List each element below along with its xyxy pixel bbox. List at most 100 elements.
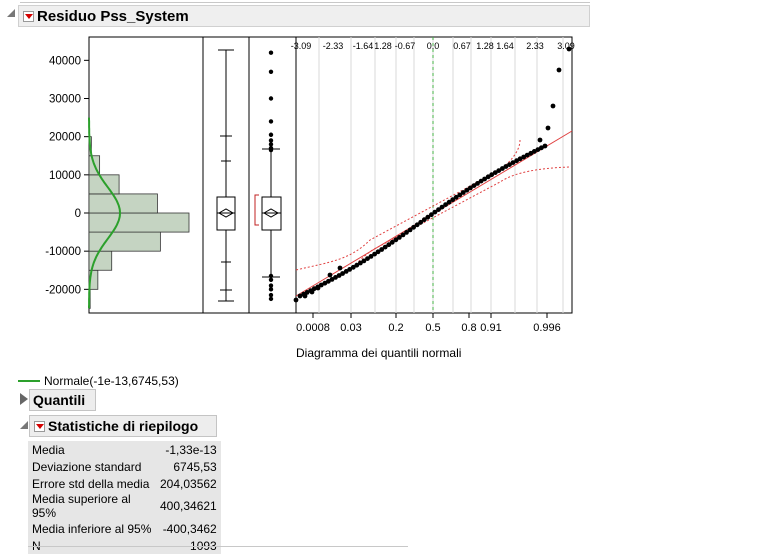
qq-point: [566, 46, 572, 52]
section-header-quantili[interactable]: Quantili: [29, 389, 96, 411]
qq-point: [361, 258, 367, 264]
histogram-bar: [88, 212, 190, 233]
histogram-bar: [88, 193, 158, 214]
qq-point: [429, 212, 434, 218]
outlier-point: [268, 273, 274, 279]
section-title: Residuo Pss_System: [37, 7, 189, 25]
qq-point: [411, 224, 416, 230]
outlier-point: [268, 96, 274, 101]
qq-top-tick-label: -0.67: [395, 41, 416, 51]
section-header-statistiche[interactable]: Statistiche di riepilogo: [29, 415, 217, 437]
qq-point: [407, 227, 413, 233]
qq-point: [460, 190, 466, 195]
qq-point: [528, 150, 534, 156]
qq-point: [404, 230, 409, 235]
bottom-border: [28, 546, 408, 547]
qq-point: [379, 247, 385, 252]
qq-point: [318, 282, 324, 288]
qq-point: [436, 207, 441, 213]
qq-point: [496, 168, 502, 174]
top-border: [20, 2, 590, 3]
qq-point: [329, 277, 335, 282]
qq-point: [372, 251, 377, 257]
stats-value: 6745,53: [156, 458, 221, 475]
stats-label: Media: [28, 441, 156, 458]
qq-point: [386, 242, 392, 248]
qq-point: [464, 187, 470, 193]
stats-row: Media inferiore al 95% -400,3462: [28, 520, 221, 537]
outlier-point: [268, 138, 274, 143]
stats-value: 400,34621: [156, 492, 221, 520]
qq-point: [485, 174, 491, 180]
qq-point: [450, 197, 456, 203]
qq-plot-frame: [295, 36, 573, 314]
qq-top-tick-label: 0.67: [453, 41, 471, 51]
qq-point: [368, 254, 374, 259]
y-tick-label: -10000: [45, 246, 81, 258]
qq-bottom-tick-label: 0.5: [425, 322, 440, 334]
qq-point: [446, 199, 452, 205]
collapse-triangle-icon[interactable]: [7, 9, 15, 17]
qq-point: [556, 67, 562, 73]
quantili-title: Quantili: [33, 392, 86, 408]
summary-statistics-table: Media -1,33e-13 Deviazione standard 6745,53…: [28, 441, 221, 554]
red-triangle-menu-icon[interactable]: [23, 10, 34, 22]
qq-bottom-ticks: 0.0008 0.03 0.2 0.5 0.8 0.91 0.996: [296, 313, 561, 334]
stats-value: -400,3462: [156, 520, 221, 537]
qq-top-tick-label: 0.0: [427, 41, 440, 51]
qq-point: [517, 156, 523, 162]
qq-point: [343, 269, 349, 274]
normal-fit-curve: [88, 117, 122, 309]
qq-top-tick-label: 1.64: [496, 41, 514, 51]
red-triangle-menu-icon[interactable]: [34, 420, 45, 432]
qq-top-ticks: -3.09 -2.33 -1.64 1.28 -0.67 0.0 0.67 1.28 1.64 2…: [291, 41, 575, 51]
y-tick-label: 20000: [49, 132, 81, 144]
legend-normal-label: Normale(-1e-13,6745,53): [44, 374, 179, 388]
stats-value: 204,03562: [156, 475, 221, 492]
qq-point: [439, 204, 445, 210]
qq-point: [457, 192, 463, 198]
y-axis: 40000 30000 20000 10000 0 -10000 -20000: [45, 55, 89, 296]
qq-point: [333, 275, 338, 280]
stats-value: -1,33e-13: [156, 441, 221, 458]
qq-point: [336, 273, 342, 278]
qq-point: [542, 143, 548, 149]
qq-top-tick-label: 1.28: [374, 41, 392, 51]
outlier-point: [268, 283, 274, 288]
qq-point: [393, 237, 399, 243]
qq-point: [539, 145, 544, 151]
qq-point: [453, 194, 459, 200]
qq-point: [443, 202, 448, 208]
collapse-triangle-icon[interactable]: [20, 421, 28, 429]
outlier-point: [268, 292, 274, 298]
y-tick-label: -20000: [45, 284, 81, 296]
qq-point: [503, 164, 509, 169]
qq-point: [537, 137, 543, 143]
qq-point: [475, 181, 480, 186]
qq-confidence-upper: [295, 139, 521, 271]
qq-point: [500, 166, 505, 171]
stats-row: Errore std della media 204,03562: [28, 475, 221, 492]
qq-point: [327, 272, 333, 278]
stats-label: Media superiore al 95%: [28, 492, 156, 520]
qq-grid: [318, 37, 564, 313]
quantile-box-plot: [216, 49, 236, 302]
qq-point: [315, 285, 321, 291]
distribution-plots: 40000 30000 20000 10000 0 -10000 -20000 -3.09 -…: [45, 36, 575, 334]
qq-point: [489, 172, 495, 178]
histogram-bars: [88, 136, 190, 309]
qq-point: [545, 125, 551, 131]
qq-point: [297, 293, 303, 299]
qq-point: [421, 217, 427, 223]
qq-point: [302, 293, 308, 299]
y-tick-label: 0: [75, 208, 81, 220]
outlier-box-plot: [254, 50, 282, 302]
qq-point: [382, 244, 388, 250]
expand-triangle-icon[interactable]: [20, 393, 28, 405]
qq-points: [293, 46, 572, 303]
section-header-residuo[interactable]: Residuo Pss_System: [18, 5, 590, 27]
stats-label: Deviazione standard: [28, 458, 156, 475]
stats-row: Media superiore al 95% 400,34621: [28, 492, 221, 520]
qq-point: [322, 280, 328, 286]
qq-point: [340, 271, 345, 276]
